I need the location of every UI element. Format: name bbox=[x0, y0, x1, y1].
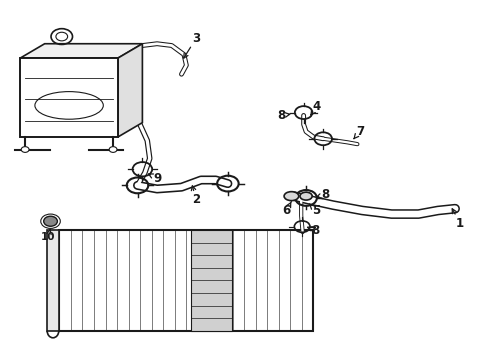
Circle shape bbox=[44, 216, 57, 226]
Bar bbox=[47, 230, 59, 330]
Text: 5: 5 bbox=[310, 204, 320, 217]
Text: 8: 8 bbox=[317, 188, 330, 201]
Text: 9: 9 bbox=[148, 172, 161, 185]
Bar bbox=[59, 230, 314, 330]
Ellipse shape bbox=[300, 192, 312, 200]
Text: 1: 1 bbox=[452, 209, 464, 230]
Text: 3: 3 bbox=[184, 32, 200, 58]
Text: 8: 8 bbox=[277, 109, 290, 122]
Bar bbox=[20, 58, 118, 137]
Text: 2: 2 bbox=[192, 186, 200, 206]
Text: 10: 10 bbox=[41, 229, 55, 242]
Polygon shape bbox=[118, 44, 143, 137]
Ellipse shape bbox=[284, 192, 299, 201]
Text: 4: 4 bbox=[311, 100, 321, 115]
Bar bbox=[192, 230, 232, 330]
Text: 8: 8 bbox=[308, 224, 320, 237]
Polygon shape bbox=[20, 44, 143, 58]
Circle shape bbox=[109, 147, 117, 152]
Text: 7: 7 bbox=[354, 125, 364, 139]
Circle shape bbox=[21, 147, 29, 152]
Text: 6: 6 bbox=[282, 202, 292, 217]
